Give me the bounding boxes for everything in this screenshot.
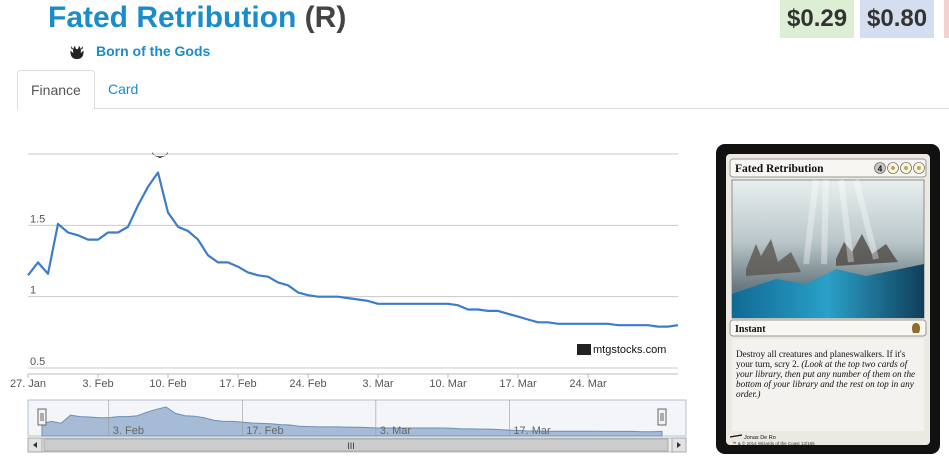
- navigator-tick-label: 3. Mar: [380, 425, 412, 437]
- card-title: Fated Retribution (R): [48, 0, 346, 36]
- card-image-rules: Destroy all creatures and planeswalkers.…: [736, 349, 906, 369]
- tab-finance[interactable]: Finance: [17, 70, 95, 110]
- x-tick-label: 10. Mar: [429, 378, 467, 390]
- tab-bar: Finance Card: [17, 70, 949, 110]
- card-image-reminder: (Look at the top two cards of your libra…: [736, 359, 916, 399]
- x-tick-label: 3. Feb: [82, 378, 113, 390]
- navigator-series: [41, 406, 663, 437]
- tab-card[interactable]: Card: [108, 81, 139, 97]
- navigator-tick-label: 17. Mar: [513, 425, 551, 437]
- y-tick-label: 1.5: [30, 213, 45, 225]
- mana-cost-icon: 4: [874, 162, 925, 174]
- x-tick-label: 17. Mar: [499, 378, 537, 390]
- x-tick-label: 24. Feb: [289, 378, 326, 390]
- x-tick-label: 24. Mar: [569, 378, 607, 390]
- x-tick-label: 3. Mar: [362, 378, 394, 390]
- arrow-right-icon: [677, 442, 681, 448]
- x-tick-label: 10. Feb: [149, 378, 186, 390]
- y-tick-label: 1: [30, 285, 36, 297]
- card-name[interactable]: Fated Retribution: [48, 1, 297, 34]
- svg-text:4: 4: [878, 165, 883, 174]
- price-avg-badge: $0.80: [860, 0, 935, 38]
- set-symbol-icon: [912, 323, 920, 333]
- chart-credit: mtgstocks.com: [593, 344, 666, 356]
- x-tick-label: 27. Jan: [10, 378, 46, 390]
- card-image-type: Instant: [735, 324, 766, 335]
- y-tick-label: 0.5: [30, 356, 45, 368]
- price-line-series: [27, 171, 679, 328]
- navigator-tick-label: 17. Feb: [246, 425, 283, 437]
- mtgstocks-logo-icon: [577, 344, 591, 355]
- card-rarity: (R): [304, 1, 347, 34]
- price-high-badge-edge: [944, 0, 949, 38]
- navigator-handle-right[interactable]: [657, 408, 667, 426]
- scrollbar-thumb[interactable]: [43, 438, 669, 452]
- price-low-badge: $0.29: [780, 0, 855, 38]
- scrollbar-grip: III: [347, 441, 355, 451]
- set-name-link[interactable]: Born of the Gods: [96, 43, 211, 59]
- arrow-left-icon: [33, 442, 37, 448]
- born-of-the-gods-set-icon: [70, 45, 84, 60]
- card-image-name: Fated Retribution: [735, 163, 824, 175]
- set-info: Born of the Gods: [68, 42, 210, 60]
- x-tick-label: 17. Feb: [219, 378, 256, 390]
- price-history-chart[interactable]: 0.5 1 1.5 27. Jan 3. Feb 10. Feb 17. Feb 24. Fe…: [0, 130, 700, 458]
- card-image-copyright: ™ & © 2014 Wizards of the Coast 13/165: [732, 440, 815, 446]
- navigator-tick-label: 3. Feb: [113, 425, 144, 437]
- card-image: Fated Retribution 4 Instant Dest: [716, 144, 940, 454]
- event-flag-icon: [152, 152, 168, 158]
- navigator-handle-left[interactable]: [37, 408, 47, 426]
- card-image-artist: Jonas De Ro: [744, 435, 776, 441]
